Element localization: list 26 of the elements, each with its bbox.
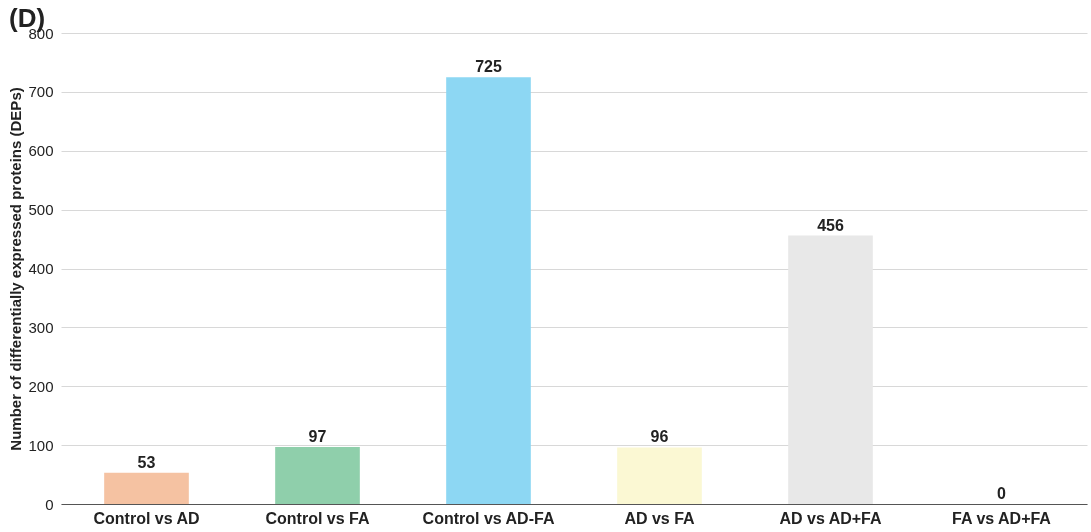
- x-tick-label: AD vs AD+FA: [779, 509, 882, 527]
- data-label: 96: [650, 428, 669, 446]
- data-label: 725: [475, 58, 502, 76]
- x-tick-label: Control vs FA: [265, 509, 370, 527]
- y-tick-label: 700: [28, 83, 54, 101]
- x-tick-label: FA vs AD+FA: [952, 509, 1052, 527]
- x-tick-label: Control vs AD: [93, 509, 200, 527]
- y-tick-label: 400: [28, 260, 54, 277]
- y-tick-label: 600: [28, 142, 54, 160]
- bar: [104, 472, 189, 504]
- y-tick-label: 200: [28, 377, 54, 395]
- y-axis-title: Number of differentially expressed proteins (DEPs): [7, 87, 25, 451]
- bar: [275, 446, 360, 504]
- y-tick-label: 100: [28, 436, 54, 454]
- x-tick-label: AD vs FA: [624, 509, 696, 527]
- data-label: 456: [817, 216, 844, 234]
- bar: [788, 235, 873, 504]
- data-label: 97: [308, 427, 327, 445]
- bar: [446, 77, 531, 504]
- x-tick-label: Control vs AD-FA: [422, 509, 555, 527]
- y-tick-label: 300: [28, 318, 54, 336]
- bar: [617, 447, 702, 504]
- data-label: 53: [137, 453, 156, 471]
- y-tick-label: 0: [45, 495, 54, 513]
- y-tick-label: 500: [28, 201, 54, 219]
- data-label: 0: [997, 485, 1007, 502]
